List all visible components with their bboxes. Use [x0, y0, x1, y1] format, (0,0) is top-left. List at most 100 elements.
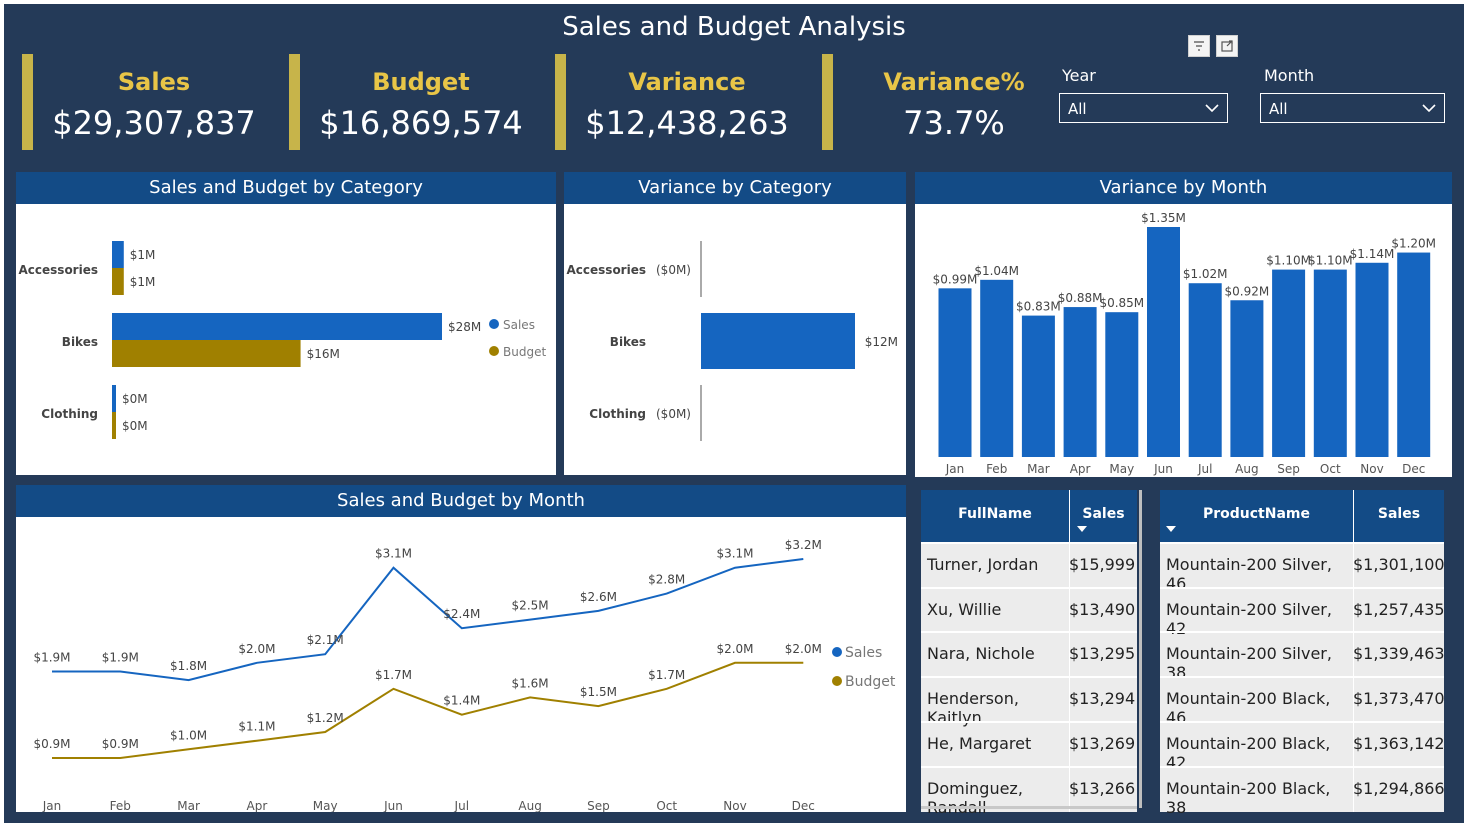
table-row[interactable]: Mountain-200 Black, 46 $1,373,470 [1160, 676, 1445, 727]
x-tick-label: May [313, 799, 338, 812]
table-row[interactable]: Mountain-200 Silver, 42 $1,257,435 [1160, 586, 1445, 638]
data-label: $0M [122, 419, 148, 433]
panel-title: Sales and Budget by Category [16, 172, 556, 204]
data-label: $2.5M [512, 599, 549, 613]
year-slicer-label: Year [1062, 66, 1096, 85]
table-row[interactable]: Mountain-200 Black, 42 $1,363,142 [1160, 720, 1445, 772]
table-row[interactable]: Nara, Nichole $13,295 [921, 631, 1137, 675]
sort-descending-icon[interactable] [1166, 526, 1176, 532]
sort-descending-icon[interactable] [1077, 526, 1087, 532]
vertical-scrollbar[interactable] [1139, 490, 1142, 808]
kpi-card-sales: Sales $29,307,837 [22, 54, 272, 150]
table-header: FullName Sales [921, 490, 1137, 542]
variance-bar [1063, 307, 1097, 457]
product-name-cell: Mountain-200 Black, 42 [1166, 733, 1331, 772]
x-tick-label: Jul [1197, 462, 1212, 476]
sales-budget-category-chart: Accessories $1M $1M Bikes $28M $16M Clothing $0… [19, 241, 546, 439]
x-tick-label: Nov [723, 799, 746, 812]
year-dropdown[interactable]: All [1059, 93, 1228, 123]
data-label: $2.1M [307, 633, 344, 647]
data-label: $0.9M [33, 737, 70, 751]
legend-label: Budget [503, 345, 546, 359]
table-row[interactable]: Dominguez, Randall $13,266 [921, 765, 1137, 817]
budget-bar [112, 268, 124, 295]
x-tick-label: Feb [986, 462, 1007, 476]
kpi-accent-bar [822, 54, 833, 150]
variance-category-chart: Accessories ($0M) Bikes $12M Clothing ($0M) [567, 241, 898, 441]
x-tick-label: Oct [1320, 462, 1341, 476]
category-label: Clothing [41, 407, 98, 421]
kpi-label: Variance [628, 68, 746, 96]
customer-sales-cell: $13,266 [1069, 778, 1136, 798]
variance-bar [1147, 227, 1180, 457]
sales-legend-marker [832, 647, 842, 657]
table-row[interactable]: Mountain-200 Black, 38 $1,294,866 [1160, 765, 1445, 817]
data-label: $2.0M [716, 642, 753, 656]
variance-bar [1188, 283, 1222, 457]
table-row[interactable]: Xu, Willie $13,490 [921, 586, 1137, 631]
product-sales-cell: $1,363,142 [1353, 733, 1445, 753]
data-label: ($0M) [656, 407, 691, 421]
column-header-sales[interactable]: Sales [1377, 506, 1421, 522]
sales-line [52, 558, 804, 682]
table-row[interactable]: He, Margaret $13,269 [921, 720, 1137, 765]
x-tick-label: Dec [792, 799, 815, 812]
column-header-fullname[interactable]: FullName [958, 506, 1032, 522]
table-row[interactable]: Turner, Jordan $15,999 [921, 542, 1137, 586]
x-tick-label: Mar [1027, 462, 1050, 476]
variance-month-chart: $0.99M Jan $1.04M Feb $0.83M Mar $0.88M Apr $0.8… [933, 211, 1436, 476]
kpi-value: 73.7% [903, 104, 1005, 142]
category-label: Accessories [19, 263, 99, 277]
table-row[interactable]: Mountain-200 Silver, 46 $1,301,100 [1160, 542, 1445, 593]
kpi-value: $29,307,837 [52, 104, 256, 142]
data-label: $1.35M [1141, 211, 1186, 225]
filter-icon[interactable] [1188, 35, 1210, 57]
x-tick-label: Aug [1235, 462, 1258, 476]
budget-line [52, 661, 804, 759]
data-label: $0.83M [1016, 300, 1061, 314]
data-label: $1.20M [1391, 237, 1436, 251]
month-dropdown[interactable]: All [1260, 93, 1445, 123]
variance-bar [1355, 262, 1389, 457]
variance-bar [1313, 269, 1347, 457]
customer-sales-cell: $13,490 [1069, 599, 1136, 619]
budget-bar [112, 340, 301, 367]
horizontal-scrollbar[interactable] [921, 806, 1137, 809]
variance-bar [701, 313, 855, 369]
x-tick-label: Aug [518, 799, 541, 812]
category-label: Clothing [589, 407, 646, 421]
data-label: $0.99M [933, 272, 978, 286]
data-label: $3.1M [716, 547, 753, 561]
column-header-sales[interactable]: Sales [1082, 506, 1125, 522]
sales-bar [112, 241, 124, 268]
variance-bar [1021, 315, 1055, 457]
data-label: $1.6M [512, 676, 549, 690]
column-header-productname[interactable]: ProductName [1202, 506, 1310, 522]
focus-mode-icon[interactable] [1216, 35, 1238, 57]
data-label: $0.85M [1099, 296, 1144, 310]
data-label: $1M [130, 248, 156, 262]
x-tick-label: Nov [1360, 462, 1383, 476]
month-dropdown-value: All [1269, 100, 1288, 118]
table-row[interactable]: Henderson, Kaitlyn $13,294 [921, 676, 1137, 727]
data-label: $28M [448, 320, 481, 334]
chevron-down-icon [1422, 104, 1436, 113]
sales-legend-marker [489, 319, 499, 329]
page-title: Sales and Budget Analysis [562, 12, 906, 42]
data-label: $1.9M [33, 650, 70, 664]
legend-label: Sales [845, 645, 882, 661]
data-label: $1.1M [238, 720, 275, 734]
table-row[interactable]: Mountain-200 Silver, 38 $1,339,463 [1160, 631, 1445, 682]
sales-budget-category-panel: Sales and Budget by Category Accessories… [16, 172, 556, 475]
sales-bar [112, 385, 116, 412]
kpi-card-variance-pct: Variance% 73.7% [822, 54, 1072, 150]
product-sales-cell: $1,301,100 [1353, 555, 1445, 574]
x-tick-label: Sep [587, 799, 610, 812]
data-label: ($0M) [656, 263, 691, 277]
column-divider [1069, 490, 1070, 542]
panel-title: Sales and Budget by Month [16, 485, 906, 517]
variance-category-panel: Variance by Category Accessories ($0M) Bik… [564, 172, 906, 475]
customer-sales-cell: $13,294 [1069, 689, 1136, 709]
panel-title: Variance by Category [564, 172, 906, 204]
data-label: $3.1M [375, 547, 412, 561]
